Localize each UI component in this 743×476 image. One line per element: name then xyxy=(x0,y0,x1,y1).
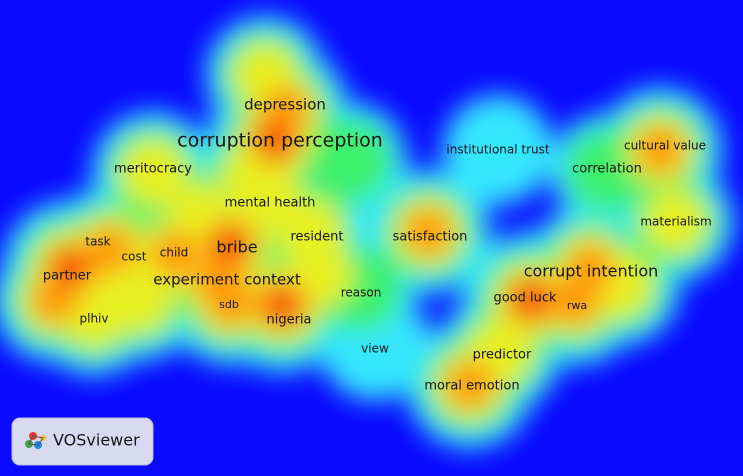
node-label: resident xyxy=(290,230,343,245)
labels: depression corruption perception meritocra… xyxy=(43,96,712,394)
density-spot xyxy=(119,138,187,206)
node-label: reason xyxy=(341,286,382,300)
density-spot xyxy=(513,283,547,317)
density-spot xyxy=(213,228,247,262)
density-spot xyxy=(258,123,292,157)
node-label: mental health xyxy=(225,196,316,211)
density-spot xyxy=(30,275,80,325)
density-spot xyxy=(635,125,685,175)
node-label: materialism xyxy=(640,215,711,229)
density-spot xyxy=(307,117,393,203)
node-label: good luck xyxy=(493,291,557,306)
density-spot xyxy=(642,189,708,255)
node-label: sdb xyxy=(219,298,239,311)
node-label: view xyxy=(361,342,389,356)
logo-box[interactable] xyxy=(11,417,154,466)
density-spot xyxy=(445,360,495,410)
node-label: child xyxy=(160,246,189,260)
node-label: meritocracy xyxy=(114,162,192,177)
node-label: correlation xyxy=(572,162,642,177)
node-label: bribe xyxy=(216,238,257,257)
node-label: experiment context xyxy=(153,271,301,289)
density-layer xyxy=(0,15,734,449)
node-label: satisfaction xyxy=(393,230,468,245)
node-label: partner xyxy=(43,269,92,284)
node-label: cost xyxy=(122,250,147,264)
node-label: institutional trust xyxy=(446,143,550,157)
density-spot xyxy=(403,207,453,257)
density-spot xyxy=(85,225,135,275)
node-label: corrupt intention xyxy=(524,262,659,281)
node-label: nigeria xyxy=(266,313,311,328)
logo-icon xyxy=(25,432,46,449)
node-label: predictor xyxy=(473,348,532,363)
density-spot xyxy=(106,266,174,334)
logo-text: VOSviewer xyxy=(53,431,140,450)
node-label: rwa xyxy=(567,299,587,312)
logo[interactable]: VOSviewer xyxy=(11,417,154,466)
node-label: moral emotion xyxy=(424,379,519,394)
node-label: task xyxy=(85,235,110,249)
node-label: plhiv xyxy=(80,312,109,326)
node-label: depression xyxy=(244,96,326,114)
density-spot xyxy=(150,230,200,280)
density-spot xyxy=(205,277,255,327)
node-label: cultural value xyxy=(624,139,706,153)
density-spot xyxy=(549,274,601,326)
density-spot xyxy=(265,288,299,322)
density-spot xyxy=(53,251,87,285)
density-spot xyxy=(442,94,554,206)
node-label: corruption perception xyxy=(177,130,383,152)
